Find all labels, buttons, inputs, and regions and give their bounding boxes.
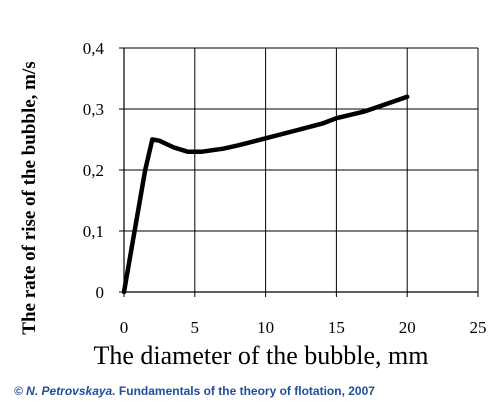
grid — [124, 47, 479, 292]
x-tick-label: 10 — [257, 318, 274, 337]
x-tick-label: 20 — [399, 318, 416, 337]
x-tick-label: 25 — [470, 318, 487, 337]
x-axis-title: The diameter of the bubble, mm — [93, 341, 429, 370]
credit-author: © N. Petrovskaya. — [14, 384, 116, 398]
source-credit: © N. Petrovskaya. Fundamentals of the th… — [14, 384, 375, 398]
y-tick-label: 0,3 — [83, 100, 104, 119]
x-tick-label: 5 — [191, 318, 200, 337]
tick-labels: 0 5 10 15 20 25 0 0,1 0,2 0,3 0,4 — [83, 39, 487, 337]
x-tick-label: 0 — [120, 318, 129, 337]
series-line — [121, 94, 410, 295]
credit-text: Fundamentals of the theory of flotation,… — [118, 384, 375, 398]
series — [121, 94, 410, 295]
y-tick-label: 0,1 — [83, 222, 104, 241]
y-tick-label: 0,4 — [83, 39, 105, 58]
y-tick-label: 0,2 — [83, 161, 104, 180]
x-tick-label: 15 — [328, 318, 345, 337]
y-tick-label: 0 — [96, 283, 105, 302]
axes — [119, 47, 479, 297]
y-axis-title: The rate of rise of the bubble, m/s — [19, 61, 40, 335]
